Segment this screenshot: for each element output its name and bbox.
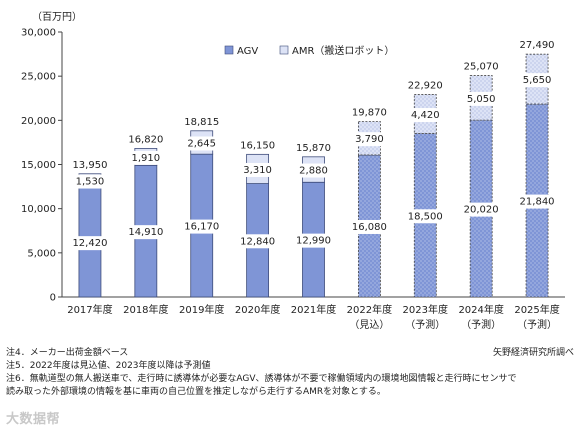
data-label-agv: 16,170 [184, 222, 219, 233]
label-bg-amr [297, 163, 330, 178]
x-category-sublabel: （予測） [405, 318, 445, 331]
label-bg-amr [521, 73, 554, 88]
label-bg-amr [185, 136, 218, 151]
stacked-bar-chart: （百万円） 0 5,000 10,000 15,000 20,000 25,000 30,0… [21, 11, 565, 331]
label-bg-agv [350, 219, 389, 234]
data-label-total: 15,870 [296, 143, 331, 154]
label-bg-amr [465, 91, 498, 106]
y-tick-label: 20,000 [21, 116, 56, 127]
data-label-agv: 21,840 [520, 197, 555, 208]
label-bg-amr [241, 162, 274, 177]
data-label-amr: 2,645 [187, 138, 216, 149]
x-category-label: 2020年度 [235, 303, 280, 316]
data-label-amr: 3,790 [355, 134, 384, 145]
data-label-agv: 12,990 [296, 236, 331, 247]
x-category-sublabel: （見込） [349, 319, 389, 331]
x-category-label: 2017年度 [67, 303, 112, 316]
y-tick-label: 25,000 [21, 72, 56, 83]
label-bg-amr [73, 174, 106, 189]
data-label-amr: 1,910 [132, 153, 161, 164]
chart-notes: 注4．メーカー出荷金額ベース 矢野経済研究所調べ 注5．2022年度は見込値、2… [6, 347, 574, 399]
data-label-agv: 14,910 [128, 227, 163, 238]
data-label-total: 18,815 [184, 117, 219, 128]
plot-area: 0 5,000 10,000 15,000 20,000 25,000 30,000 12,4… [21, 28, 565, 331]
data-label-agv: 16,080 [352, 222, 387, 233]
data-label-total: 16,820 [128, 134, 163, 145]
data-label-amr: 5,650 [523, 75, 552, 86]
source-credit: 矢野経済研究所調べ [492, 348, 574, 358]
note-row-4: 注4．メーカー出荷金額ベース 矢野経済研究所調べ [6, 347, 574, 360]
legend: AGV AMR（搬送ロボット） [224, 44, 394, 57]
data-label-total: 22,920 [408, 81, 443, 92]
label-bg-agv [126, 225, 165, 240]
y-tick-label: 15,000 [21, 160, 56, 171]
label-bg-agv [238, 234, 277, 249]
y-tick-label: 5,000 [27, 248, 56, 259]
data-label-agv: 12,420 [72, 238, 107, 249]
data-label-amr: 5,050 [467, 94, 496, 105]
data-label-total: 13,950 [72, 160, 107, 171]
x-category-sublabel: （予測） [461, 318, 501, 331]
note-6-line1: 注6．無軌道型の無人搬送車で、走行時に誘導体が必要なAGV、誘導体が不要で稼働領… [6, 374, 517, 384]
label-bg-agv [406, 209, 445, 224]
y-axis-unit-label: （百万円） [32, 11, 82, 23]
x-category-label: 2022年度 [347, 303, 392, 316]
data-label-total: 16,150 [240, 140, 275, 151]
label-bg-agv [182, 219, 221, 234]
data-label-agv: 20,020 [464, 205, 499, 216]
x-category-label: 2018年度 [123, 303, 168, 316]
x-category-label: 2023年度 [403, 303, 448, 316]
label-bg-amr [353, 132, 386, 147]
data-label-agv: 18,500 [408, 211, 443, 222]
data-label-total: 25,070 [464, 62, 499, 73]
note-5: 注5．2022年度は見込値、2023年度以降は予測値 [6, 361, 211, 371]
x-category-label: 2019年度 [179, 303, 224, 316]
data-label-total: 19,870 [352, 107, 387, 118]
data-label-amr: 3,310 [243, 165, 272, 176]
y-tick-label: 30,000 [21, 28, 56, 39]
label-bg-agv [462, 202, 501, 217]
label-bg-agv [294, 233, 333, 248]
data-label-total: 27,490 [520, 40, 555, 51]
data-label-amr: 1,530 [76, 177, 105, 188]
legend-label-agv: AGV [237, 46, 258, 57]
x-category-label: 2021年度 [291, 303, 336, 316]
label-bg-agv [518, 194, 557, 209]
note-4: 注4．メーカー出荷金額ベース [6, 348, 129, 358]
x-category-label: 2025年度 [514, 303, 559, 316]
data-label-amr: 4,420 [411, 110, 440, 121]
legend-swatch-agv [224, 45, 234, 55]
legend-swatch-amr [279, 45, 289, 55]
watermark-text: 大数据帮 [6, 412, 61, 427]
x-category-sublabel: （予測） [517, 318, 557, 331]
x-category-label: 2024年度 [458, 303, 503, 316]
y-tick-label: 0 [50, 293, 56, 304]
data-label-amr: 2,880 [299, 166, 328, 177]
data-label-agv: 12,840 [240, 236, 275, 247]
note-6-line2: 読み取った外部環境の情報を基に車両の自己位置を推定しながら走行するAMRを対象と… [6, 387, 386, 397]
label-bg-amr [409, 108, 442, 123]
label-bg-amr [129, 150, 162, 165]
y-tick-label: 10,000 [21, 204, 56, 215]
label-bg-agv [70, 236, 109, 251]
legend-label-amr: AMR（搬送ロボット） [292, 44, 394, 57]
